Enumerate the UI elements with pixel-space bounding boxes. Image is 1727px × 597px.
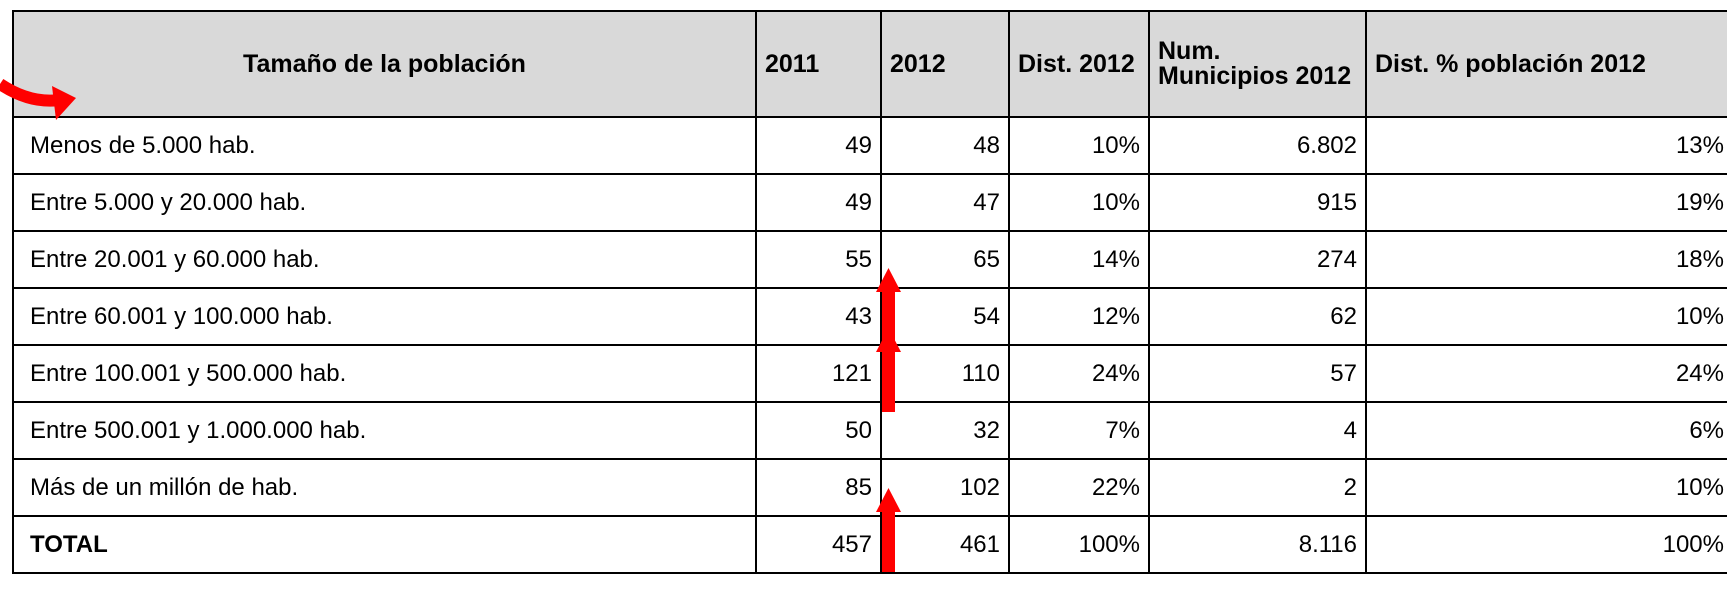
cell: 10% <box>1365 287 1727 346</box>
cell: 49 <box>755 173 882 232</box>
population-table: Tamaño de la población 2011 2012 Dist. 2012… <box>12 10 1727 574</box>
row-label: TOTAL <box>12 515 757 574</box>
cell: 19% <box>1365 173 1727 232</box>
cell: 24% <box>1008 344 1150 403</box>
table-row: Entre 5.000 y 20.000 hab. 49 47 10% 915 19% <box>12 173 1727 232</box>
cell: 2 <box>1148 458 1367 517</box>
header-cell: Dist. 2012 <box>1008 10 1150 118</box>
cell: 54 <box>880 287 1010 346</box>
header-row: Tamaño de la población 2011 2012 Dist. 2012… <box>12 10 1727 118</box>
row-label: Entre 20.001 y 60.000 hab. <box>12 230 757 289</box>
cell: 457 <box>755 515 882 574</box>
table-row: Entre 500.001 y 1.000.000 hab. 50 32 7% 4 6% <box>12 401 1727 460</box>
cell: 55 <box>755 230 882 289</box>
cell: 49 <box>755 116 882 175</box>
cell: 48 <box>880 116 1010 175</box>
table-wrap: Tamaño de la población 2011 2012 Dist. 2012… <box>12 10 1727 597</box>
row-label: Entre 60.001 y 100.000 hab. <box>12 287 757 346</box>
table-row: Menos de 5.000 hab. 49 48 10% 6.802 13% <box>12 116 1727 175</box>
cell: 57 <box>1148 344 1367 403</box>
table-row: Entre 100.001 y 500.000 hab. 121 110 24% 57 2… <box>12 344 1727 403</box>
cell: 14% <box>1008 230 1150 289</box>
cell: 12% <box>1008 287 1150 346</box>
cell: 7% <box>1008 401 1150 460</box>
row-label: Entre 500.001 y 1.000.000 hab. <box>12 401 757 460</box>
header-cell: Tamaño de la población <box>12 10 757 118</box>
cell: 8.116 <box>1148 515 1367 574</box>
cell: 6% <box>1365 401 1727 460</box>
table-row: TOTAL 457 461 100% 8.116 100% <box>12 515 1727 574</box>
cell: 65 <box>880 230 1010 289</box>
cell: 47 <box>880 173 1010 232</box>
cell: 4 <box>1148 401 1367 460</box>
header-cell: 2011 <box>755 10 882 118</box>
row-label: Menos de 5.000 hab. <box>12 116 757 175</box>
cell: 110 <box>880 344 1010 403</box>
header-cell: Dist. % población 2012 <box>1365 10 1727 118</box>
cell: 461 <box>880 515 1010 574</box>
cell: 6.802 <box>1148 116 1367 175</box>
cell: 100% <box>1008 515 1150 574</box>
cell: 43 <box>755 287 882 346</box>
cell: 22% <box>1008 458 1150 517</box>
table-row: Entre 60.001 y 100.000 hab. 43 54 12% 62 10% <box>12 287 1727 346</box>
cell: 10% <box>1365 458 1727 517</box>
cell: 50 <box>755 401 882 460</box>
row-label: Más de un millón de hab. <box>12 458 757 517</box>
cell: 10% <box>1008 173 1150 232</box>
cell: 85 <box>755 458 882 517</box>
cell: 100% <box>1365 515 1727 574</box>
row-label: Entre 5.000 y 20.000 hab. <box>12 173 757 232</box>
header-cell: 2012 <box>880 10 1010 118</box>
table-row: Entre 20.001 y 60.000 hab. 55 65 14% 274 18% <box>12 230 1727 289</box>
table-row: Más de un millón de hab. 85 102 22% 2 10% <box>12 458 1727 517</box>
header-cell: Num. Municipios 2012 <box>1148 10 1367 118</box>
cell: 62 <box>1148 287 1367 346</box>
cell: 915 <box>1148 173 1367 232</box>
row-label: Entre 100.001 y 500.000 hab. <box>12 344 757 403</box>
table-body: Menos de 5.000 hab. 49 48 10% 6.802 13% Entre … <box>12 116 1727 574</box>
cell: 121 <box>755 344 882 403</box>
cell: 274 <box>1148 230 1367 289</box>
cell: 18% <box>1365 230 1727 289</box>
cell: 24% <box>1365 344 1727 403</box>
cell: 13% <box>1365 116 1727 175</box>
cell: 32 <box>880 401 1010 460</box>
cell: 102 <box>880 458 1010 517</box>
cell: 10% <box>1008 116 1150 175</box>
